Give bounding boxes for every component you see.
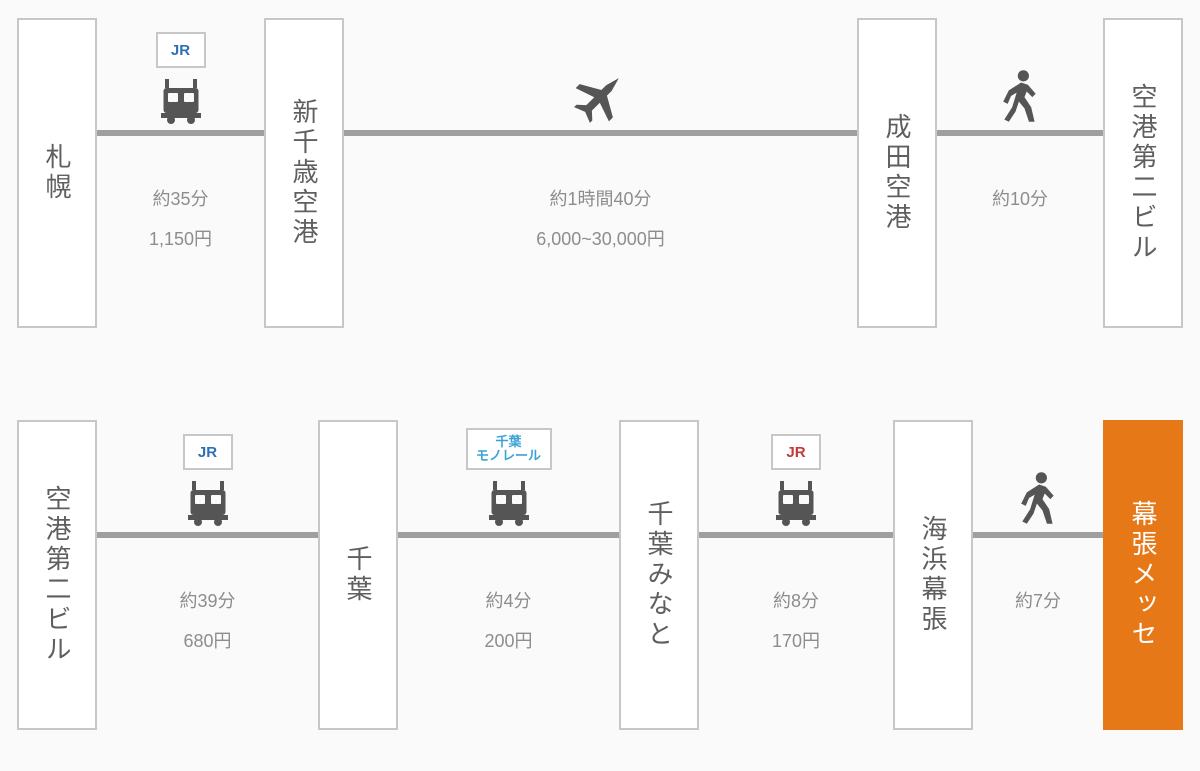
station-chiba: 千葉 <box>318 420 398 730</box>
station-label: 海浜幕張 <box>920 515 946 635</box>
price-text: 6,000~30,000円 <box>344 230 857 248</box>
mode-badge: JR <box>183 434 233 470</box>
station-label: 新千歳空港 <box>291 98 317 248</box>
station-label: 空港第二ビル <box>44 485 70 665</box>
duration-text: 約4分 <box>398 592 619 610</box>
walk-icon <box>1010 470 1066 526</box>
station-label: 空港第二ビル <box>1130 83 1156 263</box>
station-label: 千葉 <box>345 545 371 605</box>
duration-text: 約7分 <box>973 592 1103 610</box>
station-label: 札幌 <box>44 143 70 203</box>
station-sapporo: 札幌 <box>17 18 97 328</box>
station-makuhari: 幕張メッセ <box>1103 420 1183 730</box>
price-text: 170円 <box>699 632 893 650</box>
station-label: 千葉みなと <box>646 500 672 650</box>
station-terminal2a: 空港第二ビル <box>1103 18 1183 328</box>
station-chibaminato: 千葉みなと <box>619 420 699 730</box>
route-diagram: 札幌新千歳空港成田空港空港第二ビル JR約35分1,150円 約1時間40分6,… <box>0 0 1200 771</box>
station-terminal2b: 空港第二ビル <box>17 420 97 730</box>
station-kaihin: 海浜幕張 <box>893 420 973 730</box>
price-text: 200円 <box>398 632 619 650</box>
price-text: 1,150円 <box>97 230 264 248</box>
duration-text: 約35分 <box>97 190 264 208</box>
station-label: 幕張メッセ <box>1130 500 1156 650</box>
duration-text: 約1時間40分 <box>344 190 857 208</box>
plane-icon <box>573 68 629 124</box>
mode-badge: JR <box>156 32 206 68</box>
train-icon <box>771 476 821 526</box>
station-narita: 成田空港 <box>857 18 937 328</box>
train-icon <box>183 476 233 526</box>
station-label: 成田空港 <box>884 113 910 233</box>
mode-badge: JR <box>771 434 821 470</box>
walk-icon <box>992 68 1048 124</box>
badge-line: 千葉 <box>495 435 521 449</box>
badge-line: モノレール <box>476 449 541 463</box>
connector-line <box>30 130 1170 136</box>
duration-text: 約39分 <box>97 592 318 610</box>
price-text: 680円 <box>97 632 318 650</box>
train-icon <box>156 74 206 124</box>
station-shinchitose: 新千歳空港 <box>264 18 344 328</box>
mode-badge: 千葉モノレール <box>466 428 552 470</box>
duration-text: 約10分 <box>937 190 1103 208</box>
connector-line <box>30 532 1170 538</box>
train-icon <box>484 476 534 526</box>
duration-text: 約8分 <box>699 592 893 610</box>
